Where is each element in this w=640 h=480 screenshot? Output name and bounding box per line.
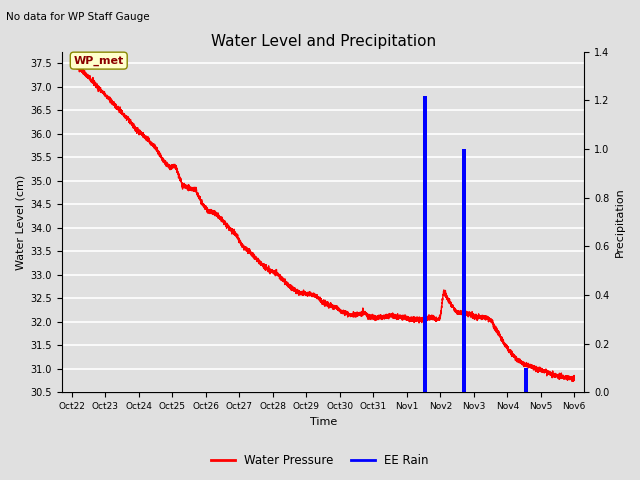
Y-axis label: Water Level (cm): Water Level (cm)	[15, 174, 25, 270]
Text: No data for WP Staff Gauge: No data for WP Staff Gauge	[6, 12, 150, 22]
Water Pressure	[395, 313, 403, 319]
Water Pressure	[68, 60, 76, 66]
Bar	[462, 149, 466, 392]
Water Pressure	[570, 379, 577, 384]
Bar	[423, 96, 428, 392]
X-axis label: Time: Time	[310, 417, 337, 427]
Line: Water Pressure: Water Pressure	[72, 62, 574, 382]
Legend: Water Pressure, EE Rain: Water Pressure, EE Rain	[207, 449, 433, 472]
Y-axis label: Precipitation: Precipitation	[615, 187, 625, 257]
Water Pressure	[260, 261, 268, 266]
Water Pressure	[159, 156, 167, 161]
Water Pressure	[369, 314, 377, 320]
Text: WP_met: WP_met	[74, 56, 124, 66]
Water Pressure	[68, 59, 76, 65]
Title: Water Level and Precipitation: Water Level and Precipitation	[211, 34, 436, 49]
Bar	[524, 368, 528, 392]
Water Pressure	[570, 377, 578, 383]
Water Pressure	[481, 316, 489, 322]
Water Pressure	[443, 295, 451, 301]
